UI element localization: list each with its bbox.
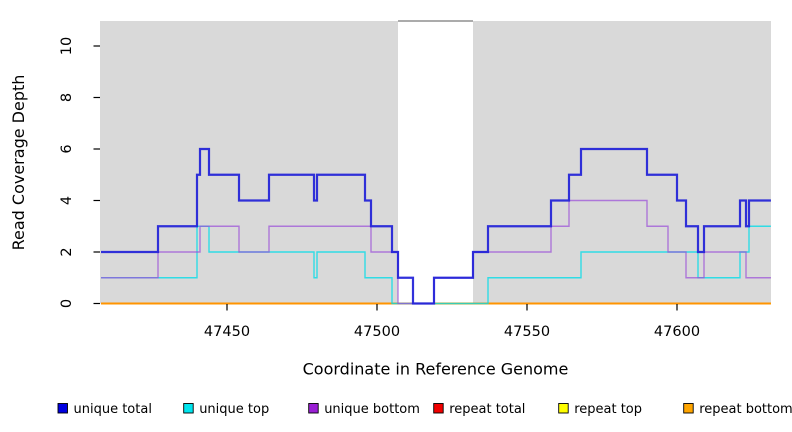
legend-item: unique total [57,402,152,417]
legend-item: repeat top [558,402,642,417]
y-tick-label: 4 [59,196,75,205]
legend-swatch [683,403,694,414]
legend-item: unique bottom [308,402,420,417]
y-tick-label: 0 [59,299,75,308]
x-axis: 47450 47500 47550 47600 [204,304,700,340]
legend-label: unique total [74,402,152,417]
y-axis: 0 2 4 6 8 10 [59,37,100,308]
y-tick-label: 10 [59,37,75,55]
legend-item: unique top [183,402,269,417]
x-tick-label: 47600 [654,324,700,340]
legend: unique total unique top unique bottom repea… [57,402,792,417]
x-tick-label: 47450 [204,324,250,340]
y-axis-title: Read Coverage Depth [9,75,28,251]
legend-swatch [433,403,444,414]
x-axis-title: Coordinate in Reference Genome [303,360,569,379]
legend-label: repeat top [574,402,642,417]
coverage-gap-band [398,21,473,304]
y-tick-label: 2 [59,247,75,256]
legend-label: unique top [199,402,269,417]
x-tick-label: 47550 [504,324,550,340]
series-line-unique-top [101,225,771,305]
legend-swatch [558,403,569,414]
legend-label: repeat bottom [699,402,792,417]
series-line-unique-total [101,147,771,305]
legend-item: repeat bottom [683,402,792,417]
legend-label: repeat total [449,402,525,417]
legend-label: unique bottom [324,402,420,417]
legend-item: repeat total [433,402,525,417]
legend-swatch [308,403,319,414]
legend-swatch [183,403,194,414]
series-lines [101,147,771,305]
plot-background [100,20,771,304]
y-tick-label: 6 [59,144,75,153]
x-tick-label: 47500 [354,324,400,340]
legend-swatch [57,403,68,414]
y-tick-label: 8 [59,93,75,102]
